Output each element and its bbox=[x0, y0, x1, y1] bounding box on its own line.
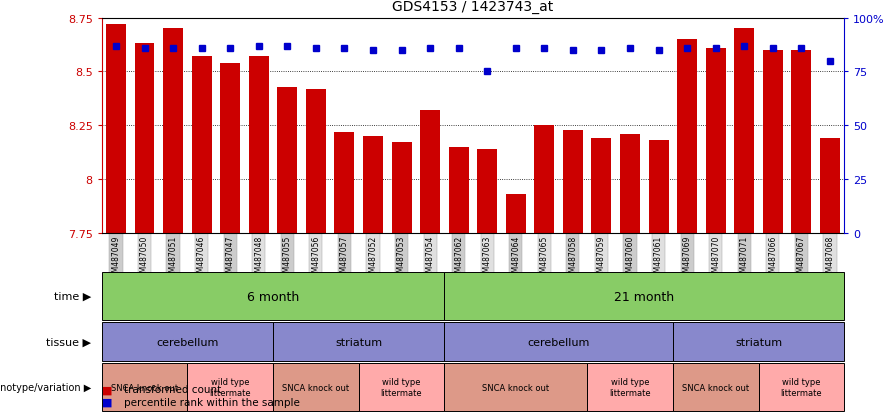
Bar bbox=[273, 363, 359, 411]
Text: cerebellum: cerebellum bbox=[156, 337, 218, 347]
Bar bbox=[534, 126, 554, 233]
Text: genotype/variation ▶: genotype/variation ▶ bbox=[0, 382, 91, 392]
Bar bbox=[758, 363, 844, 411]
Text: time ▶: time ▶ bbox=[54, 291, 91, 301]
Text: percentile rank within the sample: percentile rank within the sample bbox=[124, 397, 300, 407]
Text: transformed count: transformed count bbox=[124, 385, 221, 394]
Text: wild type
littermate: wild type littermate bbox=[210, 377, 251, 397]
Bar bbox=[187, 363, 273, 411]
Text: SNCA knock out: SNCA knock out bbox=[482, 383, 549, 392]
Bar bbox=[106, 25, 126, 233]
Bar bbox=[102, 273, 445, 320]
Bar bbox=[192, 57, 211, 233]
Bar bbox=[445, 273, 844, 320]
Bar bbox=[278, 87, 297, 233]
Bar bbox=[791, 51, 812, 233]
Bar bbox=[449, 147, 469, 233]
Bar bbox=[673, 322, 844, 361]
Bar bbox=[134, 44, 155, 233]
Text: wild type
littermate: wild type littermate bbox=[609, 377, 651, 397]
Bar bbox=[673, 363, 758, 411]
Bar bbox=[587, 363, 673, 411]
Text: 21 month: 21 month bbox=[614, 290, 674, 303]
Bar bbox=[506, 195, 526, 233]
Bar bbox=[392, 143, 412, 233]
Bar bbox=[248, 57, 269, 233]
Text: tissue ▶: tissue ▶ bbox=[46, 337, 91, 347]
Bar bbox=[735, 29, 754, 233]
Bar bbox=[445, 322, 673, 361]
Bar bbox=[820, 139, 840, 233]
Text: striatum: striatum bbox=[335, 337, 382, 347]
Bar bbox=[163, 29, 183, 233]
Text: wild type
littermate: wild type littermate bbox=[781, 377, 822, 397]
Bar bbox=[102, 363, 187, 411]
Text: ■: ■ bbox=[102, 397, 112, 407]
Bar bbox=[477, 150, 497, 233]
Bar bbox=[763, 51, 783, 233]
Bar bbox=[649, 141, 668, 233]
Bar bbox=[563, 130, 583, 233]
Text: GDS4153 / 1423743_at: GDS4153 / 1423743_at bbox=[392, 0, 553, 14]
Bar bbox=[445, 363, 587, 411]
Text: cerebellum: cerebellum bbox=[528, 337, 590, 347]
Bar bbox=[220, 64, 240, 233]
Text: wild type
littermate: wild type littermate bbox=[381, 377, 423, 397]
Text: SNCA knock out: SNCA knock out bbox=[682, 383, 750, 392]
Bar bbox=[273, 322, 445, 361]
Text: ■: ■ bbox=[102, 385, 112, 394]
Bar bbox=[334, 133, 354, 233]
Text: SNCA knock out: SNCA knock out bbox=[282, 383, 349, 392]
Bar bbox=[620, 135, 640, 233]
Bar bbox=[420, 111, 440, 233]
Bar bbox=[102, 322, 273, 361]
Bar bbox=[677, 40, 697, 233]
Bar bbox=[363, 137, 383, 233]
Bar bbox=[705, 49, 726, 233]
Bar bbox=[306, 90, 326, 233]
Text: 6 month: 6 month bbox=[247, 290, 299, 303]
Bar bbox=[359, 363, 445, 411]
Text: SNCA knock out: SNCA knock out bbox=[110, 383, 178, 392]
Text: striatum: striatum bbox=[735, 337, 782, 347]
Bar bbox=[591, 139, 612, 233]
